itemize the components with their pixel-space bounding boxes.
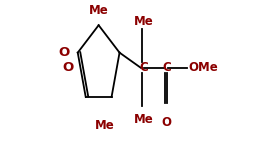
Text: O: O bbox=[59, 46, 70, 59]
Text: Me: Me bbox=[133, 15, 153, 28]
Text: Me: Me bbox=[133, 113, 153, 126]
Text: O: O bbox=[162, 116, 172, 129]
Text: Me: Me bbox=[89, 4, 108, 17]
Text: Me: Me bbox=[95, 119, 115, 132]
Text: O: O bbox=[63, 61, 74, 74]
Text: C: C bbox=[139, 61, 148, 74]
Text: C: C bbox=[162, 61, 171, 74]
Text: OMe: OMe bbox=[188, 61, 218, 74]
